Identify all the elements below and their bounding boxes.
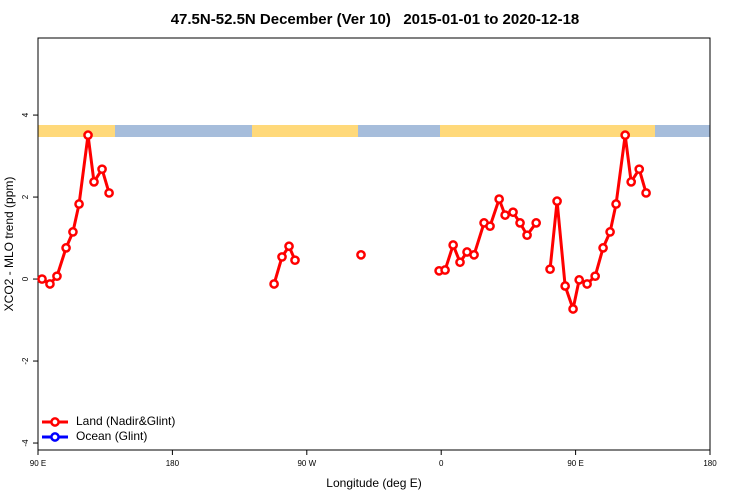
data-point	[531, 218, 542, 228]
x-axis-label: Longitude (deg E)	[326, 476, 421, 490]
data-point	[469, 250, 479, 260]
data-point	[626, 177, 637, 187]
data-point	[74, 199, 84, 209]
y-tick-label: 0	[21, 276, 30, 281]
data-point	[37, 274, 47, 284]
x-tick-label: 180	[166, 459, 180, 468]
data-point	[574, 275, 585, 285]
data-point	[508, 207, 518, 218]
data-point	[52, 271, 62, 282]
y-axis-label: XCO2 - MLO trend (ppm)	[2, 177, 16, 312]
data-point	[68, 227, 78, 237]
x-tick-label: 90 W	[297, 459, 316, 468]
data-point	[568, 304, 578, 314]
data-point	[515, 218, 525, 228]
data-point	[560, 281, 570, 291]
legend-label: Ocean (Glint)	[76, 429, 147, 443]
data-point	[269, 279, 279, 289]
data-point	[620, 130, 631, 141]
legend-marker	[50, 417, 60, 427]
data-point	[590, 271, 601, 282]
land-band	[252, 125, 358, 137]
data-point	[448, 240, 458, 250]
data-point	[45, 279, 55, 289]
data-point	[552, 196, 562, 207]
land-ocean-band	[38, 125, 710, 137]
data-point	[356, 250, 366, 260]
data-point	[61, 243, 71, 253]
data-point	[611, 199, 621, 209]
x-tick-label: 180	[703, 459, 717, 468]
y-tick-label: -4	[21, 439, 30, 447]
data-point	[641, 188, 651, 198]
y-tick-label: 4	[21, 112, 30, 117]
ocean-band	[115, 125, 252, 137]
data-point	[598, 243, 608, 253]
data-point	[545, 264, 555, 275]
data-point	[455, 257, 465, 268]
x-tick-label: 0	[439, 459, 444, 468]
data-point	[284, 241, 294, 252]
data-point	[522, 230, 532, 241]
legend-marker	[50, 432, 60, 442]
data-point	[290, 255, 300, 266]
data-point	[89, 177, 99, 187]
x-tick-label: 90 E	[30, 459, 46, 468]
data-point	[500, 210, 510, 220]
y-tick-label: 2	[21, 194, 30, 199]
data-point	[277, 252, 287, 262]
data-point	[440, 265, 450, 275]
legend-label: Land (Nadir&Glint)	[76, 414, 175, 428]
data-point	[634, 164, 645, 175]
land-band	[440, 125, 655, 137]
plot-frame	[37, 37, 711, 451]
ocean-band	[655, 125, 710, 137]
data-point	[485, 221, 495, 232]
y-tick-label: -2	[21, 357, 30, 365]
data-point	[104, 188, 114, 198]
chart-title: 47.5N-52.5N December (Ver 10) 2015-01-01…	[171, 11, 580, 28]
data-point	[605, 227, 615, 237]
data-point	[83, 130, 93, 141]
series-line	[41, 133, 648, 311]
x-tick-label: 90 E	[567, 459, 583, 468]
data-point	[97, 164, 107, 175]
data-point	[582, 279, 592, 289]
ocean-band	[358, 125, 440, 137]
land-band	[38, 125, 115, 137]
data-point	[494, 194, 504, 204]
